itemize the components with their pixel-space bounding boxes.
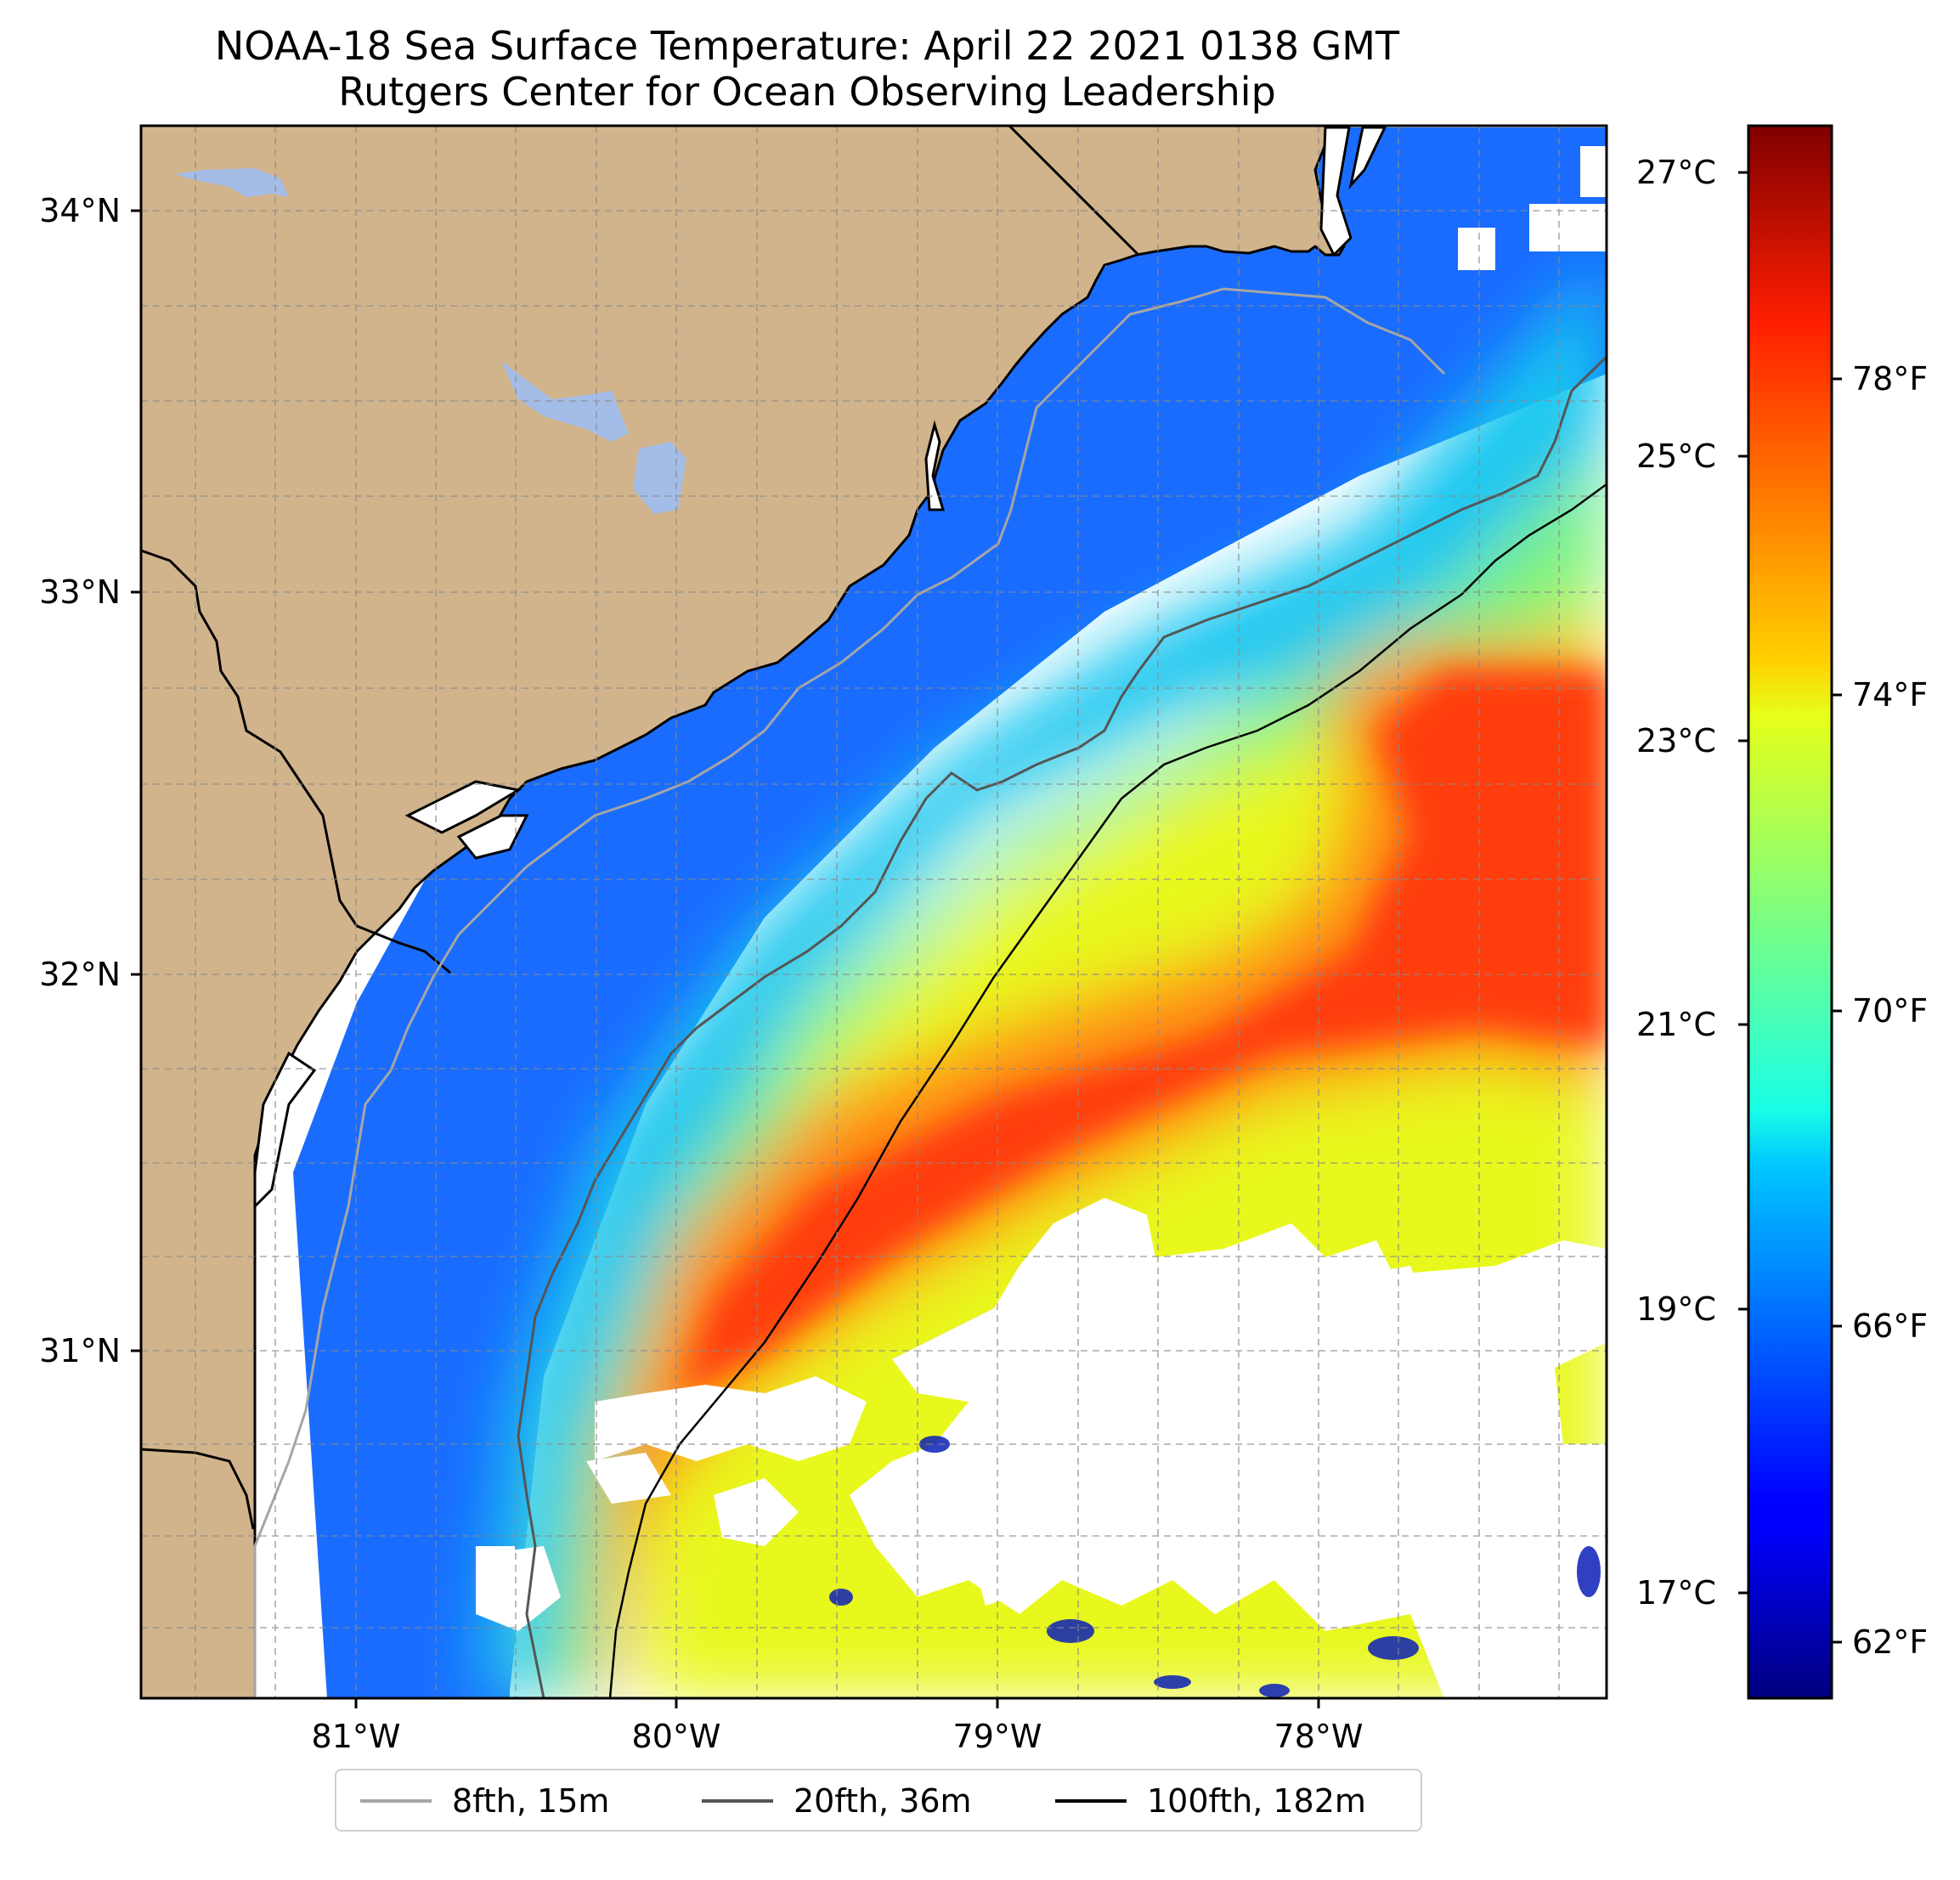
colorbar-ticks	[1738, 171, 1842, 1644]
colorbar-label-66f: 66°F	[1852, 1307, 1929, 1345]
axis-ticks	[131, 209, 1320, 1708]
legend-swatch-8fth	[360, 1799, 432, 1803]
chart-subtitle: Rutgers Center for Ocean Observing Leade…	[338, 69, 1276, 115]
legend-entry-20fth: 20fth, 36m	[702, 1782, 972, 1820]
legend-label-8fth: 8fth, 15m	[452, 1782, 610, 1820]
cold-speckles	[829, 1436, 1601, 1697]
lon-label-79: 79°W	[952, 1718, 1042, 1755]
isobath-15m	[253, 287, 1446, 1698]
legend-entry-8fth: 8fth, 15m	[360, 1782, 610, 1820]
colorbar-label-74f: 74°F	[1852, 676, 1929, 714]
sst-orange-core	[595, 646, 1607, 1698]
lat-label-31: 31°N	[39, 1332, 121, 1369]
colorbar-label-19c: 19°C	[1636, 1290, 1716, 1328]
lat-label-34: 34°N	[39, 192, 121, 229]
colorbar	[1747, 124, 1833, 1700]
isobath-182m	[608, 483, 1607, 1698]
sst-cold-shelf	[293, 127, 1607, 1698]
isobaths	[253, 287, 1607, 1698]
colorbar-label-25c: 25°C	[1636, 438, 1716, 475]
isobath-legend: 8fth, 15m 20fth, 36m 100fth, 182m	[335, 1769, 1422, 1832]
legend-label-100fth: 100fth, 182m	[1147, 1782, 1366, 1820]
legend-label-20fth: 20fth, 36m	[794, 1782, 972, 1820]
land-mass	[141, 126, 1346, 1698]
colorbar-label-23c: 23°C	[1636, 722, 1716, 759]
legend-swatch-100fth	[1055, 1799, 1127, 1803]
gridlines	[141, 126, 1607, 1698]
lon-label-78: 78°W	[1274, 1718, 1364, 1755]
lat-label-32: 32°N	[39, 956, 121, 993]
colorbar-label-27c: 27°C	[1636, 154, 1716, 191]
state-borders	[141, 126, 1140, 1530]
chart-title: NOAA-18 Sea Surface Temperature: April 2…	[214, 23, 1400, 69]
sst-teal-band	[476, 255, 1607, 1698]
colorbar-label-17c: 17°C	[1636, 1574, 1716, 1612]
colorbar-label-78f: 78°F	[1852, 360, 1929, 398]
lon-label-80: 80°W	[631, 1718, 721, 1755]
map-area	[141, 126, 1607, 1698]
colorbar-label-70f: 70°F	[1852, 992, 1929, 1030]
colorbar-label-62f: 62°F	[1852, 1623, 1929, 1661]
legend-swatch-20fth	[702, 1799, 773, 1803]
map-frame	[139, 124, 1608, 1700]
lat-label-33: 33°N	[39, 573, 121, 611]
sst-red-core	[680, 671, 1607, 1393]
colorbar-label-21c: 21°C	[1636, 1006, 1716, 1043]
legend-entry-100fth: 100fth, 182m	[1055, 1782, 1366, 1820]
sst-green-band	[544, 442, 1607, 1698]
lon-label-81: 81°W	[311, 1718, 401, 1755]
cloud-patches	[476, 146, 1607, 1698]
isobath-36m	[517, 355, 1607, 1698]
